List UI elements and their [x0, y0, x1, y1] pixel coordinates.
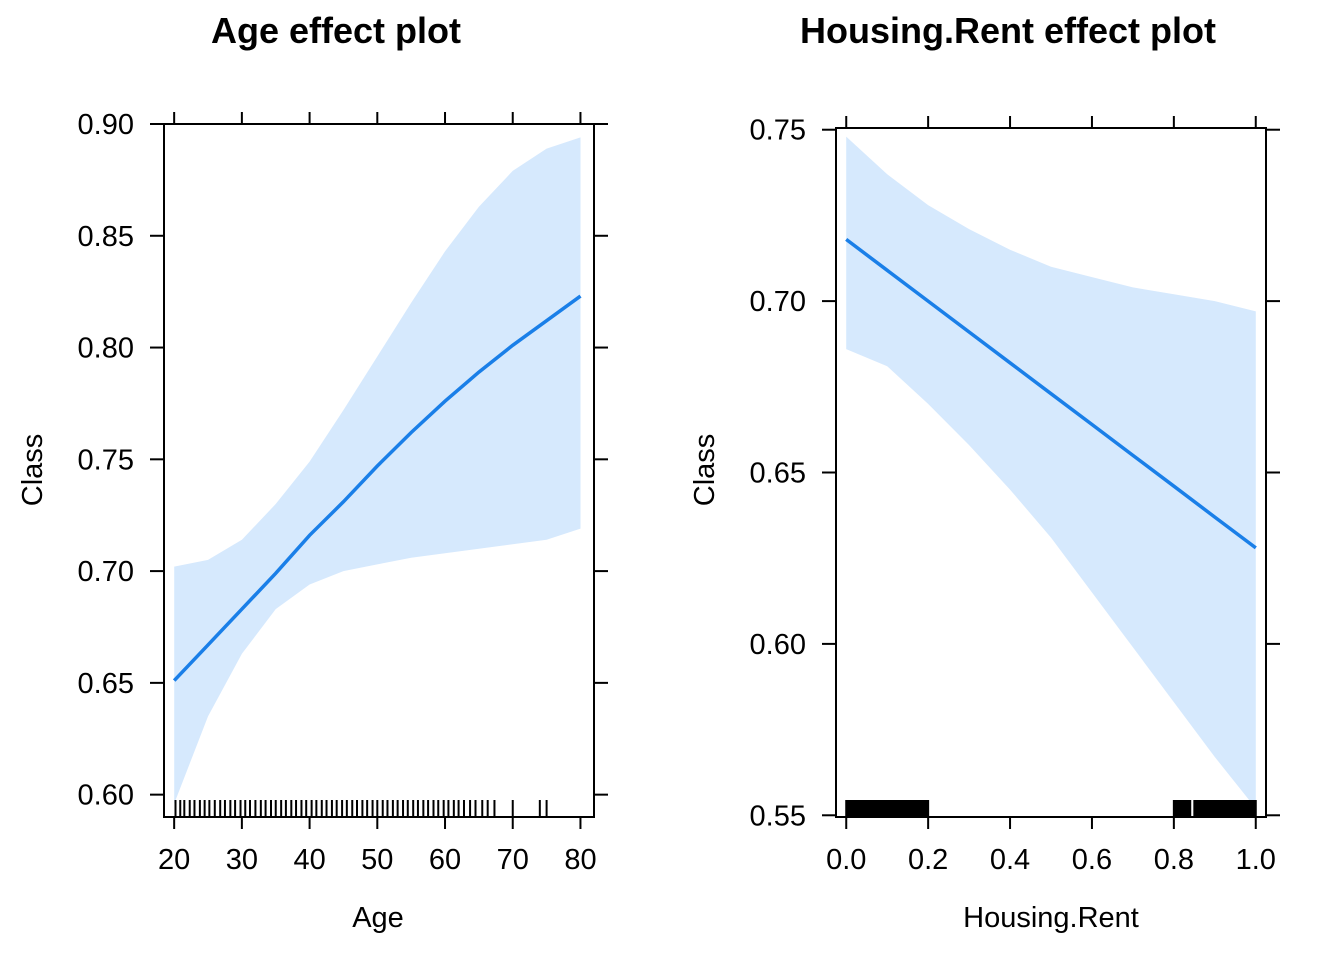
y-tick-label: 0.70 [78, 556, 134, 588]
x-tick-label: 1.0 [1236, 844, 1276, 876]
age-x-axis: 20 30 40 50 60 70 80 [158, 112, 597, 876]
x-tick-label: 0.6 [1072, 844, 1112, 876]
housing-rent-plot-title: Housing.Rent effect plot [800, 10, 1216, 51]
x-tick-label: 0.0 [826, 844, 866, 876]
y-tick-label: 0.80 [78, 333, 134, 365]
x-tick-label: 0.4 [990, 844, 1030, 876]
age-confidence-band [174, 137, 581, 804]
y-tick-label: 0.70 [750, 286, 806, 318]
x-tick-label: 0.2 [908, 844, 948, 876]
x-tick-label: 60 [429, 844, 461, 876]
age-rug [174, 800, 548, 817]
y-tick-label: 0.90 [78, 109, 134, 141]
rug-block [1172, 800, 1192, 817]
x-tick-label: 20 [158, 844, 190, 876]
age-fit-line [172, 294, 582, 682]
y-tick-label: 0.85 [78, 221, 134, 253]
x-tick-label: 70 [497, 844, 529, 876]
x-tick-label: 50 [361, 844, 393, 876]
y-tick-label: 0.75 [750, 115, 806, 147]
y-tick-label: 0.65 [750, 458, 806, 490]
housing-rent-rug [845, 800, 1257, 817]
housing-rent-y-axis-label: Class [689, 434, 721, 507]
age-y-axis: 0.60 0.65 0.70 0.75 0.80 0.85 0.90 [78, 109, 608, 812]
x-tick-label: 40 [293, 844, 325, 876]
age-plot-frame [163, 123, 595, 818]
y-tick-label: 0.75 [78, 444, 134, 476]
x-tick-label: 30 [226, 844, 258, 876]
y-tick-label: 0.65 [78, 668, 134, 700]
x-tick-label: 0.8 [1154, 844, 1194, 876]
y-tick-label: 0.60 [78, 780, 134, 812]
x-tick-label: 80 [564, 844, 596, 876]
housing-rent-effect-panel: Housing.Rent effect plot 0.0 0.2 0.4 0.6 0.8… [689, 10, 1280, 934]
rug-block [845, 800, 930, 817]
housing-rent-fit-line [845, 238, 1257, 550]
y-tick-label: 0.60 [750, 629, 806, 661]
housing-rent-x-axis: 0.0 0.2 0.4 0.6 0.8 1.0 [826, 116, 1276, 876]
age-effect-panel: Age effect plot 20 30 40 50 60 70 80 0.600.650… [17, 10, 608, 934]
y-tick-label: 0.55 [750, 800, 806, 832]
housing-rent-y-axis: 0.55 0.60 0.65 0.70 0.75 [750, 115, 1280, 832]
age-y-axis-label: Class [17, 434, 49, 507]
age-plot-title: Age effect plot [211, 10, 461, 51]
age-x-axis-label: Age [352, 902, 404, 934]
rug-block [1193, 800, 1257, 817]
housing-rent-x-axis-label: Housing.Rent [963, 902, 1139, 934]
housing-rent-confidence-band [846, 136, 1256, 809]
